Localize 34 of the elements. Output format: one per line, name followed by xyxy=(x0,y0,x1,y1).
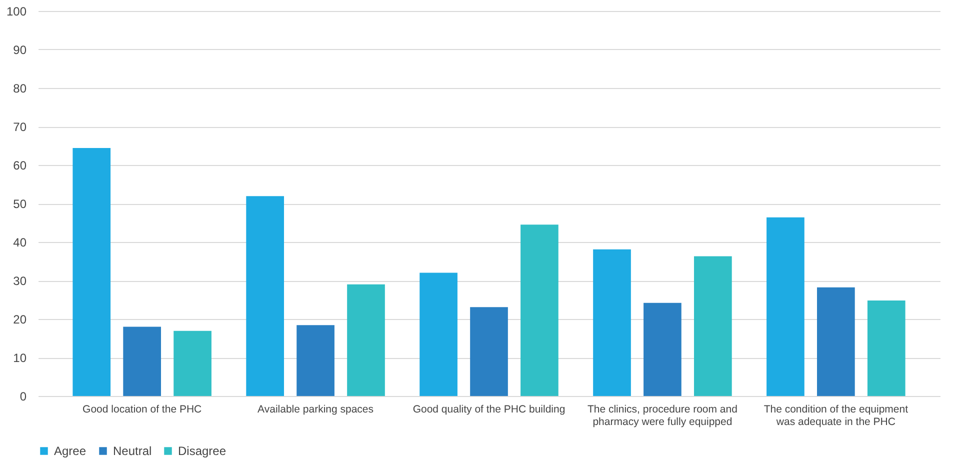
legend-label: Neutral xyxy=(113,444,152,458)
y-tick-label: 10 xyxy=(13,351,27,365)
bar xyxy=(72,148,111,396)
bar xyxy=(593,249,631,396)
bar xyxy=(470,307,508,396)
y-tick-label: 50 xyxy=(13,197,27,211)
bar xyxy=(766,217,804,396)
bar xyxy=(867,300,906,396)
legend-label: Agree xyxy=(54,444,86,458)
legend-label: Disagree xyxy=(178,444,226,458)
bar xyxy=(296,325,334,396)
bar xyxy=(817,287,855,396)
x-tick-label: Available parking spaces xyxy=(258,404,374,416)
x-tick-label: The condition of the equipment was adequate in the PHC xyxy=(764,404,908,428)
y-tick-label: 20 xyxy=(13,312,27,326)
bar xyxy=(123,326,161,396)
y-tick-label: 40 xyxy=(13,236,27,250)
x-tick-label: Good quality of the PHC building xyxy=(412,404,566,416)
y-tick-label: 70 xyxy=(13,120,27,134)
x-tick-label: Good location of the PHC xyxy=(82,404,202,416)
y-tick-label: 60 xyxy=(13,158,27,172)
bar xyxy=(694,256,732,396)
bar xyxy=(246,196,284,396)
bar xyxy=(347,284,385,396)
bar xyxy=(420,272,458,396)
y-tick-label: 90 xyxy=(13,43,27,57)
y-tick-label: 0 xyxy=(20,390,27,404)
bar xyxy=(520,224,558,396)
y-tick-label: 30 xyxy=(13,274,27,288)
bar xyxy=(644,302,682,396)
y-tick-label: 100 xyxy=(6,4,27,18)
bar xyxy=(174,330,212,396)
y-tick-label: 80 xyxy=(13,82,27,96)
x-tick-label: The clinics, procedure room and pharmacy were fully equipped xyxy=(587,404,738,428)
